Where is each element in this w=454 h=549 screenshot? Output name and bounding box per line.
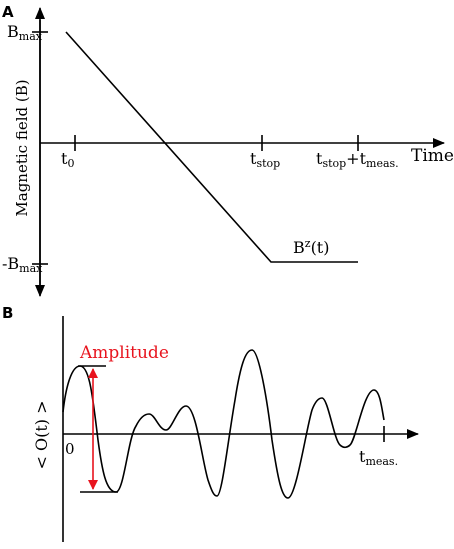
panel-a-bmin-label: -Bmax <box>2 254 43 275</box>
panel-a-bmax-label: Bmax <box>7 22 43 43</box>
panel-a-tstop-label: tstop <box>250 149 280 170</box>
panel-b-y-axis-label: < O(t) > <box>32 400 51 469</box>
panel-a-label: A <box>2 3 14 21</box>
panel-a-tend-label: tstop+tmeas. <box>316 149 399 170</box>
panel-b-origin-label: 0 <box>65 440 75 458</box>
panel-b-amplitude-label: Amplitude <box>79 343 169 363</box>
panel-a-field-curve <box>65 31 358 263</box>
panel-a-x-axis-label: Time <box>411 146 454 166</box>
panel-b-label: B <box>2 304 13 322</box>
panel-b-signal-curve <box>62 349 385 499</box>
panel-a-y-axis-label: Magnetic field (B) <box>13 79 31 216</box>
panel-a-t0-label: t0 <box>61 149 74 170</box>
panel-b-tmeas-label: tmeas. <box>359 447 398 468</box>
panel-b: B Amplitude 0 tmeas. < O(t) > <box>2 304 419 542</box>
panel-a: A Bmax -Bmax t0 tstop tstop+tmeas. Time … <box>2 3 454 297</box>
panel-a-curve-label: Bz(t) <box>293 237 329 257</box>
